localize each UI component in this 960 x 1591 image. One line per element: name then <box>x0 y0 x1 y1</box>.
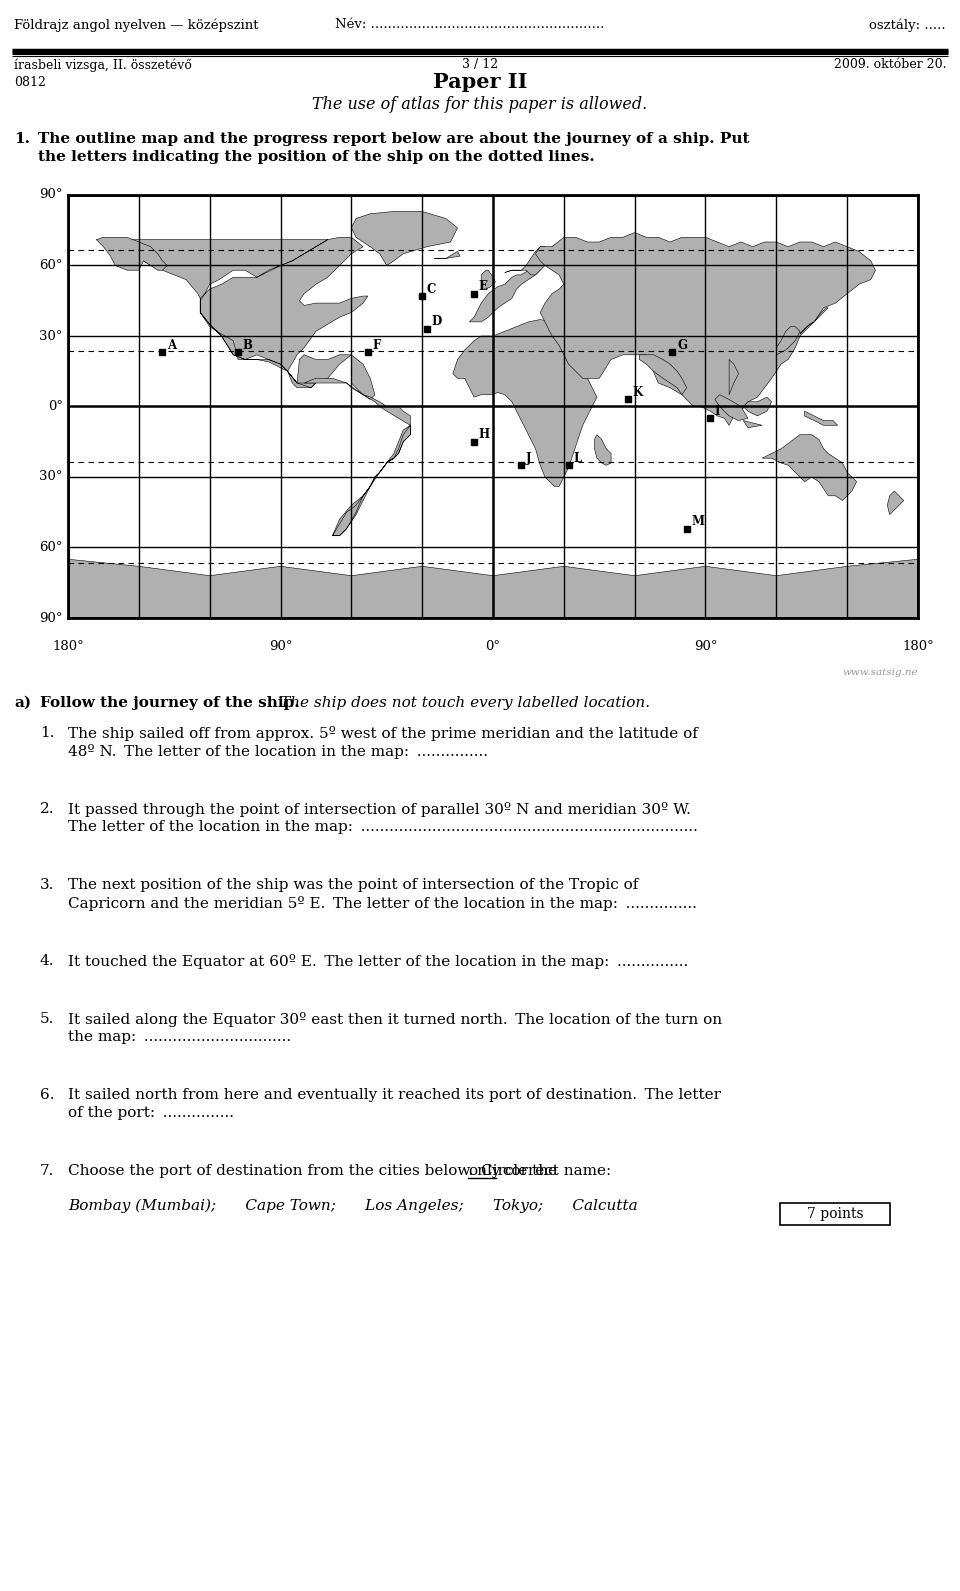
Text: C: C <box>427 283 436 296</box>
Text: Földrajz angol nyelven — középszint: Földrajz angol nyelven — középszint <box>14 18 258 32</box>
Text: 90°: 90° <box>694 640 717 652</box>
Text: It sailed north from here and eventually it reached its port of destination. The: It sailed north from here and eventually… <box>68 1088 721 1103</box>
Polygon shape <box>762 434 856 501</box>
Text: The outline map and the progress report below are about the journey of a ship. P: The outline map and the progress report … <box>38 132 750 146</box>
Text: 1.: 1. <box>40 725 55 740</box>
Text: M: M <box>691 515 705 528</box>
Text: the map: ...............................: the map: ............................... <box>68 1029 291 1044</box>
Text: B: B <box>243 339 252 352</box>
Text: Paper II: Paper II <box>433 72 527 92</box>
Text: 0°: 0° <box>486 640 500 652</box>
Text: G: G <box>677 339 687 352</box>
Polygon shape <box>505 247 559 275</box>
Text: F: F <box>372 339 381 352</box>
Polygon shape <box>594 434 612 465</box>
Text: Capricorn and the meridian 5º E. The letter of the location in the map: ........: Capricorn and the meridian 5º E. The let… <box>68 896 697 912</box>
Polygon shape <box>715 395 748 420</box>
Text: 3 / 12: 3 / 12 <box>462 57 498 72</box>
Polygon shape <box>351 212 458 266</box>
Text: 6.: 6. <box>40 1088 55 1103</box>
Polygon shape <box>434 251 460 258</box>
Polygon shape <box>743 420 762 428</box>
Text: 90°: 90° <box>39 611 63 625</box>
Text: It touched the Equator at 60º E. The letter of the location in the map: ........: It touched the Equator at 60º E. The let… <box>68 955 688 969</box>
Text: I: I <box>715 404 720 418</box>
Text: The next position of the ship was the point of intersection of the Tropic of: The next position of the ship was the po… <box>68 878 638 893</box>
Text: 2009. október 20.: 2009. október 20. <box>833 57 946 72</box>
Text: 5.: 5. <box>40 1012 55 1026</box>
Text: 0°: 0° <box>48 399 63 414</box>
Polygon shape <box>453 320 597 487</box>
Text: www.satsig.ne: www.satsig.ne <box>842 668 918 678</box>
Bar <box>780 1203 890 1225</box>
Text: The use of atlas for this paper is allowed.: The use of atlas for this paper is allow… <box>312 95 648 113</box>
Text: 180°: 180° <box>52 640 84 652</box>
Text: 0812: 0812 <box>14 76 46 89</box>
Text: 60°: 60° <box>39 259 63 272</box>
Text: Follow the journey of the ship.: Follow the journey of the ship. <box>40 695 305 710</box>
Text: 2.: 2. <box>40 802 55 816</box>
Text: J: J <box>526 452 532 465</box>
Text: It sailed along the Equator 30º east then it turned north. The location of the t: It sailed along the Equator 30º east the… <box>68 1012 722 1028</box>
Text: 3.: 3. <box>40 878 55 893</box>
Polygon shape <box>743 398 772 415</box>
Text: Bombay (Mumbai);      Cape Town;      Los Angeles;      Tokyo;      Calcutta: Bombay (Mumbai); Cape Town; Los Angeles;… <box>68 1200 637 1214</box>
Text: The ship sailed off from approx. 5º west of the prime meridian and the latitude : The ship sailed off from approx. 5º west… <box>68 725 698 741</box>
Text: Név: .......................................................: Név: ...................................… <box>335 18 605 30</box>
Polygon shape <box>777 326 800 355</box>
Text: The letter of the location in the map: .........................................: The letter of the location in the map: .… <box>68 819 698 834</box>
Text: 90°: 90° <box>39 188 63 202</box>
Polygon shape <box>96 237 375 399</box>
Text: 30°: 30° <box>39 471 63 484</box>
Polygon shape <box>800 307 828 334</box>
Text: 60°: 60° <box>39 541 63 554</box>
Text: It passed through the point of intersection of parallel 30º N and meridian 30º W: It passed through the point of intersect… <box>68 802 691 818</box>
Text: E: E <box>479 280 488 293</box>
Text: a): a) <box>14 695 31 710</box>
Text: Choose the port of destination from the cities below. Circle the: Choose the port of destination from the … <box>68 1165 562 1177</box>
Text: The ship does not touch every labelled location.: The ship does not touch every labelled l… <box>280 695 650 710</box>
Text: 30°: 30° <box>39 329 63 342</box>
Text: írasbeli vizsga, II. összetévő: írasbeli vizsga, II. összetévő <box>14 57 192 72</box>
Polygon shape <box>304 379 410 536</box>
Text: 4.: 4. <box>40 955 55 967</box>
Text: the letters indicating the position of the ship on the dotted lines.: the letters indicating the position of t… <box>38 150 595 164</box>
Polygon shape <box>469 242 564 321</box>
Text: correct name:: correct name: <box>498 1165 612 1177</box>
Polygon shape <box>96 237 167 270</box>
Text: 180°: 180° <box>902 640 934 652</box>
Polygon shape <box>536 232 876 425</box>
Text: of the port: ...............: of the port: ............... <box>68 1106 234 1120</box>
Text: 48º N. The letter of the location in the map: ...............: 48º N. The letter of the location in the… <box>68 745 488 759</box>
Text: 7.: 7. <box>40 1165 55 1177</box>
Text: L: L <box>573 452 582 465</box>
Text: 90°: 90° <box>269 640 292 652</box>
Polygon shape <box>481 270 495 290</box>
Polygon shape <box>639 355 686 395</box>
Polygon shape <box>887 492 903 514</box>
Text: K: K <box>633 387 642 399</box>
Text: H: H <box>479 428 490 441</box>
Polygon shape <box>68 560 918 617</box>
Text: only: only <box>468 1165 500 1177</box>
Text: 7 points: 7 points <box>806 1208 863 1220</box>
Text: osztály: .....: osztály: ..... <box>870 18 946 32</box>
Polygon shape <box>729 360 738 395</box>
Text: A: A <box>167 339 177 352</box>
Text: 1.: 1. <box>14 132 30 146</box>
Polygon shape <box>804 410 838 425</box>
Text: D: D <box>432 315 442 328</box>
